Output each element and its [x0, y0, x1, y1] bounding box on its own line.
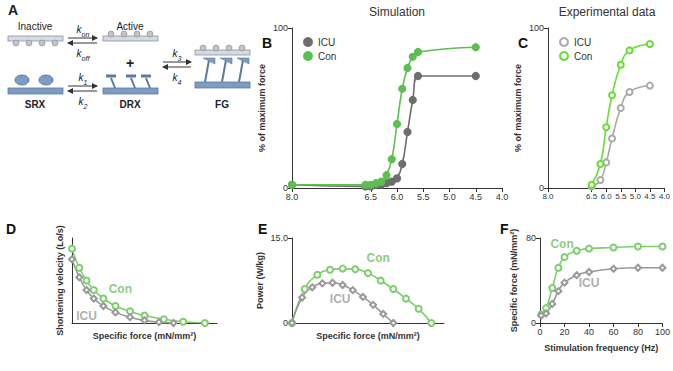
svg-text:ICU: ICU [574, 37, 591, 48]
svg-text:+: + [126, 55, 134, 71]
svg-text:ICU: ICU [76, 309, 97, 323]
svg-text:100: 100 [655, 327, 670, 337]
svg-text:Con: Con [366, 251, 389, 265]
svg-text:k1: k1 [79, 72, 88, 86]
svg-text:4.0: 4.0 [659, 192, 671, 201]
svg-text:100: 100 [273, 23, 288, 33]
svg-text:A: A [8, 2, 18, 18]
svg-text:0: 0 [537, 327, 542, 337]
svg-text:5.0: 5.0 [630, 192, 642, 201]
svg-text:0: 0 [283, 183, 288, 193]
svg-text:k2: k2 [79, 96, 88, 110]
svg-text:ICU: ICU [579, 276, 600, 290]
svg-text:F: F [500, 221, 509, 237]
svg-text:Simulation: Simulation [369, 5, 425, 19]
svg-text:Power (W/kg): Power (W/kg) [255, 252, 265, 309]
svg-text:0: 0 [539, 183, 544, 193]
svg-text:4.5: 4.5 [644, 192, 656, 201]
svg-text:0: 0 [283, 318, 288, 328]
svg-text:Specific force (mN/mm²): Specific force (mN/mm²) [93, 331, 197, 341]
svg-text:6.0: 6.0 [391, 192, 404, 202]
svg-text:Experimental data: Experimental data [559, 5, 656, 19]
svg-text:Inactive: Inactive [18, 21, 53, 32]
svg-text:6.5: 6.5 [364, 192, 377, 202]
svg-text:SRX: SRX [25, 99, 46, 110]
svg-text:5.5: 5.5 [417, 192, 430, 202]
svg-text:5.0: 5.0 [443, 192, 456, 202]
svg-text:Specific force (mN/mm²): Specific force (mN/mm²) [316, 331, 420, 341]
svg-text:80: 80 [526, 233, 536, 243]
svg-text:80: 80 [633, 327, 643, 337]
svg-text:Con: Con [574, 51, 592, 62]
svg-text:ICU: ICU [318, 37, 335, 48]
svg-text:Con: Con [318, 51, 336, 62]
svg-text:15.0: 15.0 [270, 233, 288, 243]
svg-text:B: B [262, 35, 272, 51]
svg-text:8.0: 8.0 [286, 192, 299, 202]
svg-text:k4: k4 [173, 72, 182, 86]
svg-text:4.5: 4.5 [469, 192, 482, 202]
svg-text:Stimulation frequency (Hz): Stimulation frequency (Hz) [544, 343, 658, 353]
svg-text:60: 60 [608, 327, 618, 337]
svg-text:6.5: 6.5 [586, 192, 598, 201]
svg-text:DRX: DRX [119, 99, 140, 110]
svg-text:5.5: 5.5 [615, 192, 627, 201]
svg-text:Specific force (mN/mm²): Specific force (mN/mm²) [509, 229, 519, 333]
svg-text:C: C [518, 35, 528, 51]
svg-text:Active: Active [116, 21, 144, 32]
svg-text:kon: kon [77, 24, 90, 38]
svg-text:koff: koff [77, 48, 91, 62]
svg-text:8.0: 8.0 [542, 192, 554, 201]
svg-text:Shortening velocity (Lo/s): Shortening velocity (Lo/s) [55, 225, 65, 336]
svg-text:E: E [258, 221, 267, 237]
svg-text:Con: Con [550, 237, 573, 251]
svg-text:0: 0 [531, 318, 536, 328]
svg-text:% of maximum force: % of maximum force [513, 64, 523, 152]
svg-text:100: 100 [529, 23, 544, 33]
svg-text:40: 40 [584, 327, 594, 337]
svg-text:FG: FG [215, 99, 229, 110]
svg-text:20: 20 [559, 327, 569, 337]
svg-text:Con: Con [109, 282, 132, 296]
svg-text:4.0: 4.0 [496, 192, 509, 202]
svg-text:6.0: 6.0 [601, 192, 613, 201]
svg-text:D: D [6, 221, 16, 237]
svg-text:ICU: ICU [330, 292, 351, 306]
svg-text:% of maximum force: % of maximum force [257, 64, 267, 152]
svg-text:k3: k3 [173, 48, 182, 62]
